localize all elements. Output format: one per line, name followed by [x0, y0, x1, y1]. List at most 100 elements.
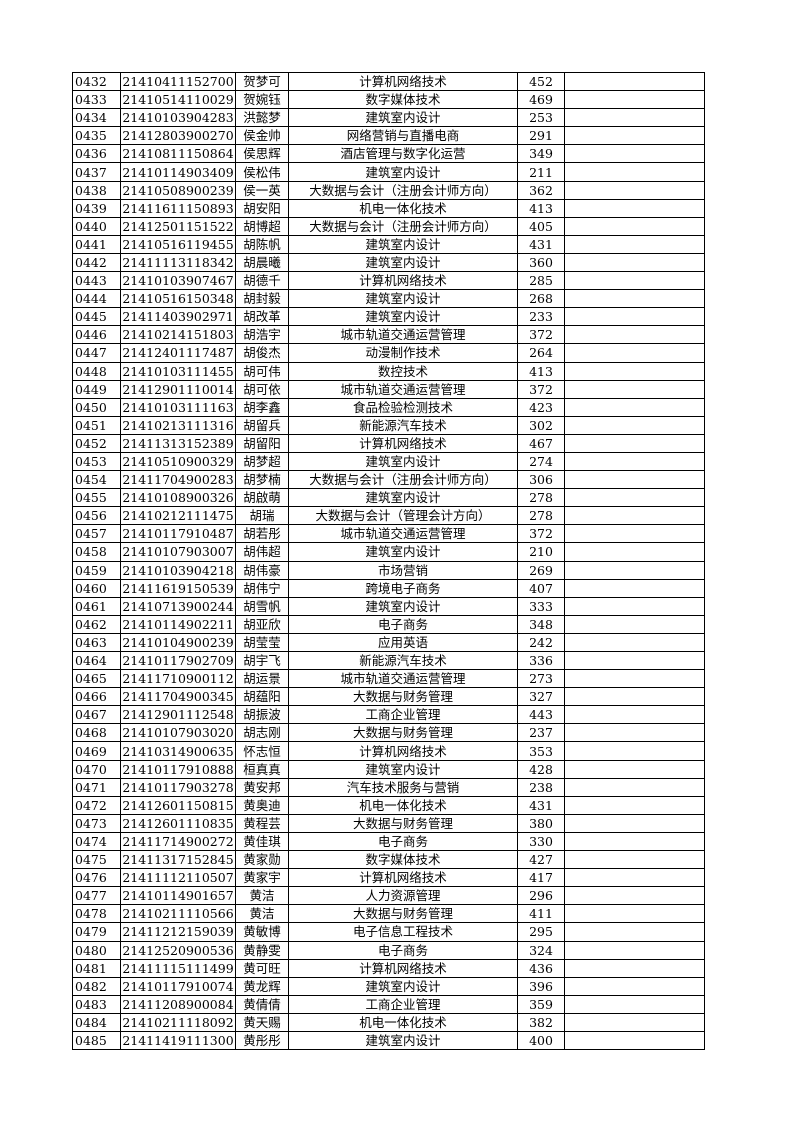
score-cell: 295 — [517, 922, 565, 942]
score-cell: 306 — [517, 470, 565, 490]
major-cell: 动漫制作技术 — [288, 343, 518, 363]
score-cell: 333 — [517, 596, 565, 616]
exam-id-cell: 21411704900283 — [120, 470, 236, 490]
seq-no-cell: 0459 — [72, 560, 121, 580]
table-row: 0477 21410114901657 黄洁 人力资源管理 296 — [72, 886, 705, 906]
name-cell: 侯金帅 — [235, 126, 289, 146]
score-cell: 211 — [517, 162, 565, 182]
name-cell: 胡封毅 — [235, 289, 289, 309]
remark-cell — [564, 904, 705, 924]
exam-id-cell: 21410114902211 — [120, 614, 236, 634]
remark-cell — [564, 433, 705, 453]
name-cell: 侯一英 — [235, 180, 289, 200]
remark-cell — [564, 596, 705, 616]
exam-id-cell: 21411403902971 — [120, 307, 236, 327]
remark-cell — [564, 506, 705, 526]
major-cell: 机电一体化技术 — [288, 1012, 518, 1032]
table-row: 0442 21411113118342 胡晨曦 建筑室内设计 360 — [72, 252, 705, 273]
exam-id-cell: 21410104900239 — [120, 632, 236, 653]
name-cell: 黄佳琪 — [235, 831, 289, 852]
table-row: 0485 21411419111300 黄彤彤 建筑室内设计 400 — [72, 1030, 705, 1051]
remark-cell — [564, 560, 705, 580]
table-row: 0467 21412901112548 胡振波 工商企业管理 443 — [72, 705, 705, 725]
seq-no-cell: 0457 — [72, 524, 121, 544]
table-row: 0476 21411112110507 黄家宇 计算机网络技术 417 — [72, 868, 705, 888]
name-cell: 黄天赐 — [235, 1012, 289, 1032]
seq-no-cell: 0465 — [72, 669, 121, 689]
remark-cell — [564, 542, 705, 562]
score-cell: 273 — [517, 669, 565, 689]
score-cell: 411 — [517, 904, 565, 924]
remark-cell — [564, 289, 705, 309]
name-cell: 黄倩倩 — [235, 994, 289, 1014]
score-cell: 396 — [517, 976, 565, 996]
exam-id-cell: 21411212159039 — [120, 922, 236, 942]
table-row: 0474 21411714900272 黄佳琪 电子商务 330 — [72, 831, 705, 852]
name-cell: 胡改革 — [235, 307, 289, 327]
table-row: 0439 21411611150893 胡安阳 机电一体化技术 413 — [72, 198, 705, 218]
score-cell: 407 — [517, 578, 565, 598]
remark-cell — [564, 379, 705, 399]
score-cell: 278 — [517, 488, 565, 508]
seq-no-cell: 0466 — [72, 687, 121, 707]
exam-id-cell: 21412901110014 — [120, 379, 236, 399]
seq-no-cell: 0454 — [72, 470, 121, 490]
seq-no-cell: 0453 — [72, 451, 121, 472]
seq-no-cell: 0480 — [72, 940, 121, 960]
seq-no-cell: 0483 — [72, 994, 121, 1014]
exam-id-cell: 21412601150815 — [120, 795, 236, 815]
major-cell: 大数据与会计（管理会计方向） — [288, 506, 518, 526]
major-cell: 计算机网络技术 — [288, 958, 518, 978]
major-cell: 新能源汽车技术 — [288, 650, 518, 671]
seq-no-cell: 0478 — [72, 904, 121, 924]
score-cell: 285 — [517, 271, 565, 291]
remark-cell — [564, 234, 705, 254]
seq-no-cell: 0439 — [72, 198, 121, 218]
major-cell: 电子信息工程技术 — [288, 922, 518, 942]
exam-id-cell: 21410114903409 — [120, 162, 236, 182]
score-cell: 423 — [517, 397, 565, 417]
score-cell: 336 — [517, 650, 565, 671]
exam-id-cell: 21410103111163 — [120, 397, 236, 417]
name-cell: 黄静雯 — [235, 940, 289, 960]
remark-cell — [564, 162, 705, 182]
seq-no-cell: 0469 — [72, 741, 121, 761]
table-row: 0481 21411115111499 黄可旺 计算机网络技术 436 — [72, 958, 705, 978]
seq-no-cell: 0441 — [72, 234, 121, 254]
seq-no-cell: 0456 — [72, 506, 121, 526]
seq-no-cell: 0442 — [72, 252, 121, 273]
score-cell: 362 — [517, 180, 565, 200]
major-cell: 网络营销与直播电商 — [288, 126, 518, 146]
remark-cell — [564, 71, 705, 92]
table-row: 0464 21410117902709 胡宇飞 新能源汽车技术 336 — [72, 650, 705, 671]
exam-id-cell: 21410510900329 — [120, 451, 236, 472]
name-cell: 胡德千 — [235, 271, 289, 291]
major-cell: 建筑室内设计 — [288, 976, 518, 996]
major-cell: 大数据与会计（注册会计师方向） — [288, 470, 518, 490]
major-cell: 城市轨道交通运营管理 — [288, 325, 518, 345]
name-cell: 黄家勋 — [235, 850, 289, 870]
remark-cell — [564, 1012, 705, 1032]
remark-cell — [564, 813, 705, 833]
table-row: 0483 21411208900084 黄倩倩 工商企业管理 359 — [72, 994, 705, 1014]
name-cell: 胡梦楠 — [235, 470, 289, 490]
name-cell: 胡伟豪 — [235, 560, 289, 580]
name-cell: 胡瑞 — [235, 506, 289, 526]
table-row: 0458 21410107903007 胡伟超 建筑室内设计 210 — [72, 542, 705, 562]
score-cell: 242 — [517, 632, 565, 653]
major-cell: 新能源汽车技术 — [288, 415, 518, 435]
name-cell: 胡啟萌 — [235, 488, 289, 508]
name-cell: 贺婉钰 — [235, 90, 289, 110]
major-cell: 市场营销 — [288, 560, 518, 580]
exam-id-cell: 21411619150539 — [120, 578, 236, 598]
exam-id-cell: 21410103904283 — [120, 108, 236, 128]
name-cell: 桓真真 — [235, 759, 289, 779]
name-cell: 黄安邦 — [235, 777, 289, 797]
name-cell: 胡博超 — [235, 216, 289, 236]
remark-cell — [564, 252, 705, 273]
name-cell: 侯思辉 — [235, 144, 289, 164]
name-cell: 胡晨曦 — [235, 252, 289, 273]
exam-id-cell: 21410117910888 — [120, 759, 236, 779]
remark-cell — [564, 1030, 705, 1051]
score-table-body: 0432 21410411152700 贺梦可 计算机网络技术 452 0433 21410… — [72, 71, 705, 1051]
